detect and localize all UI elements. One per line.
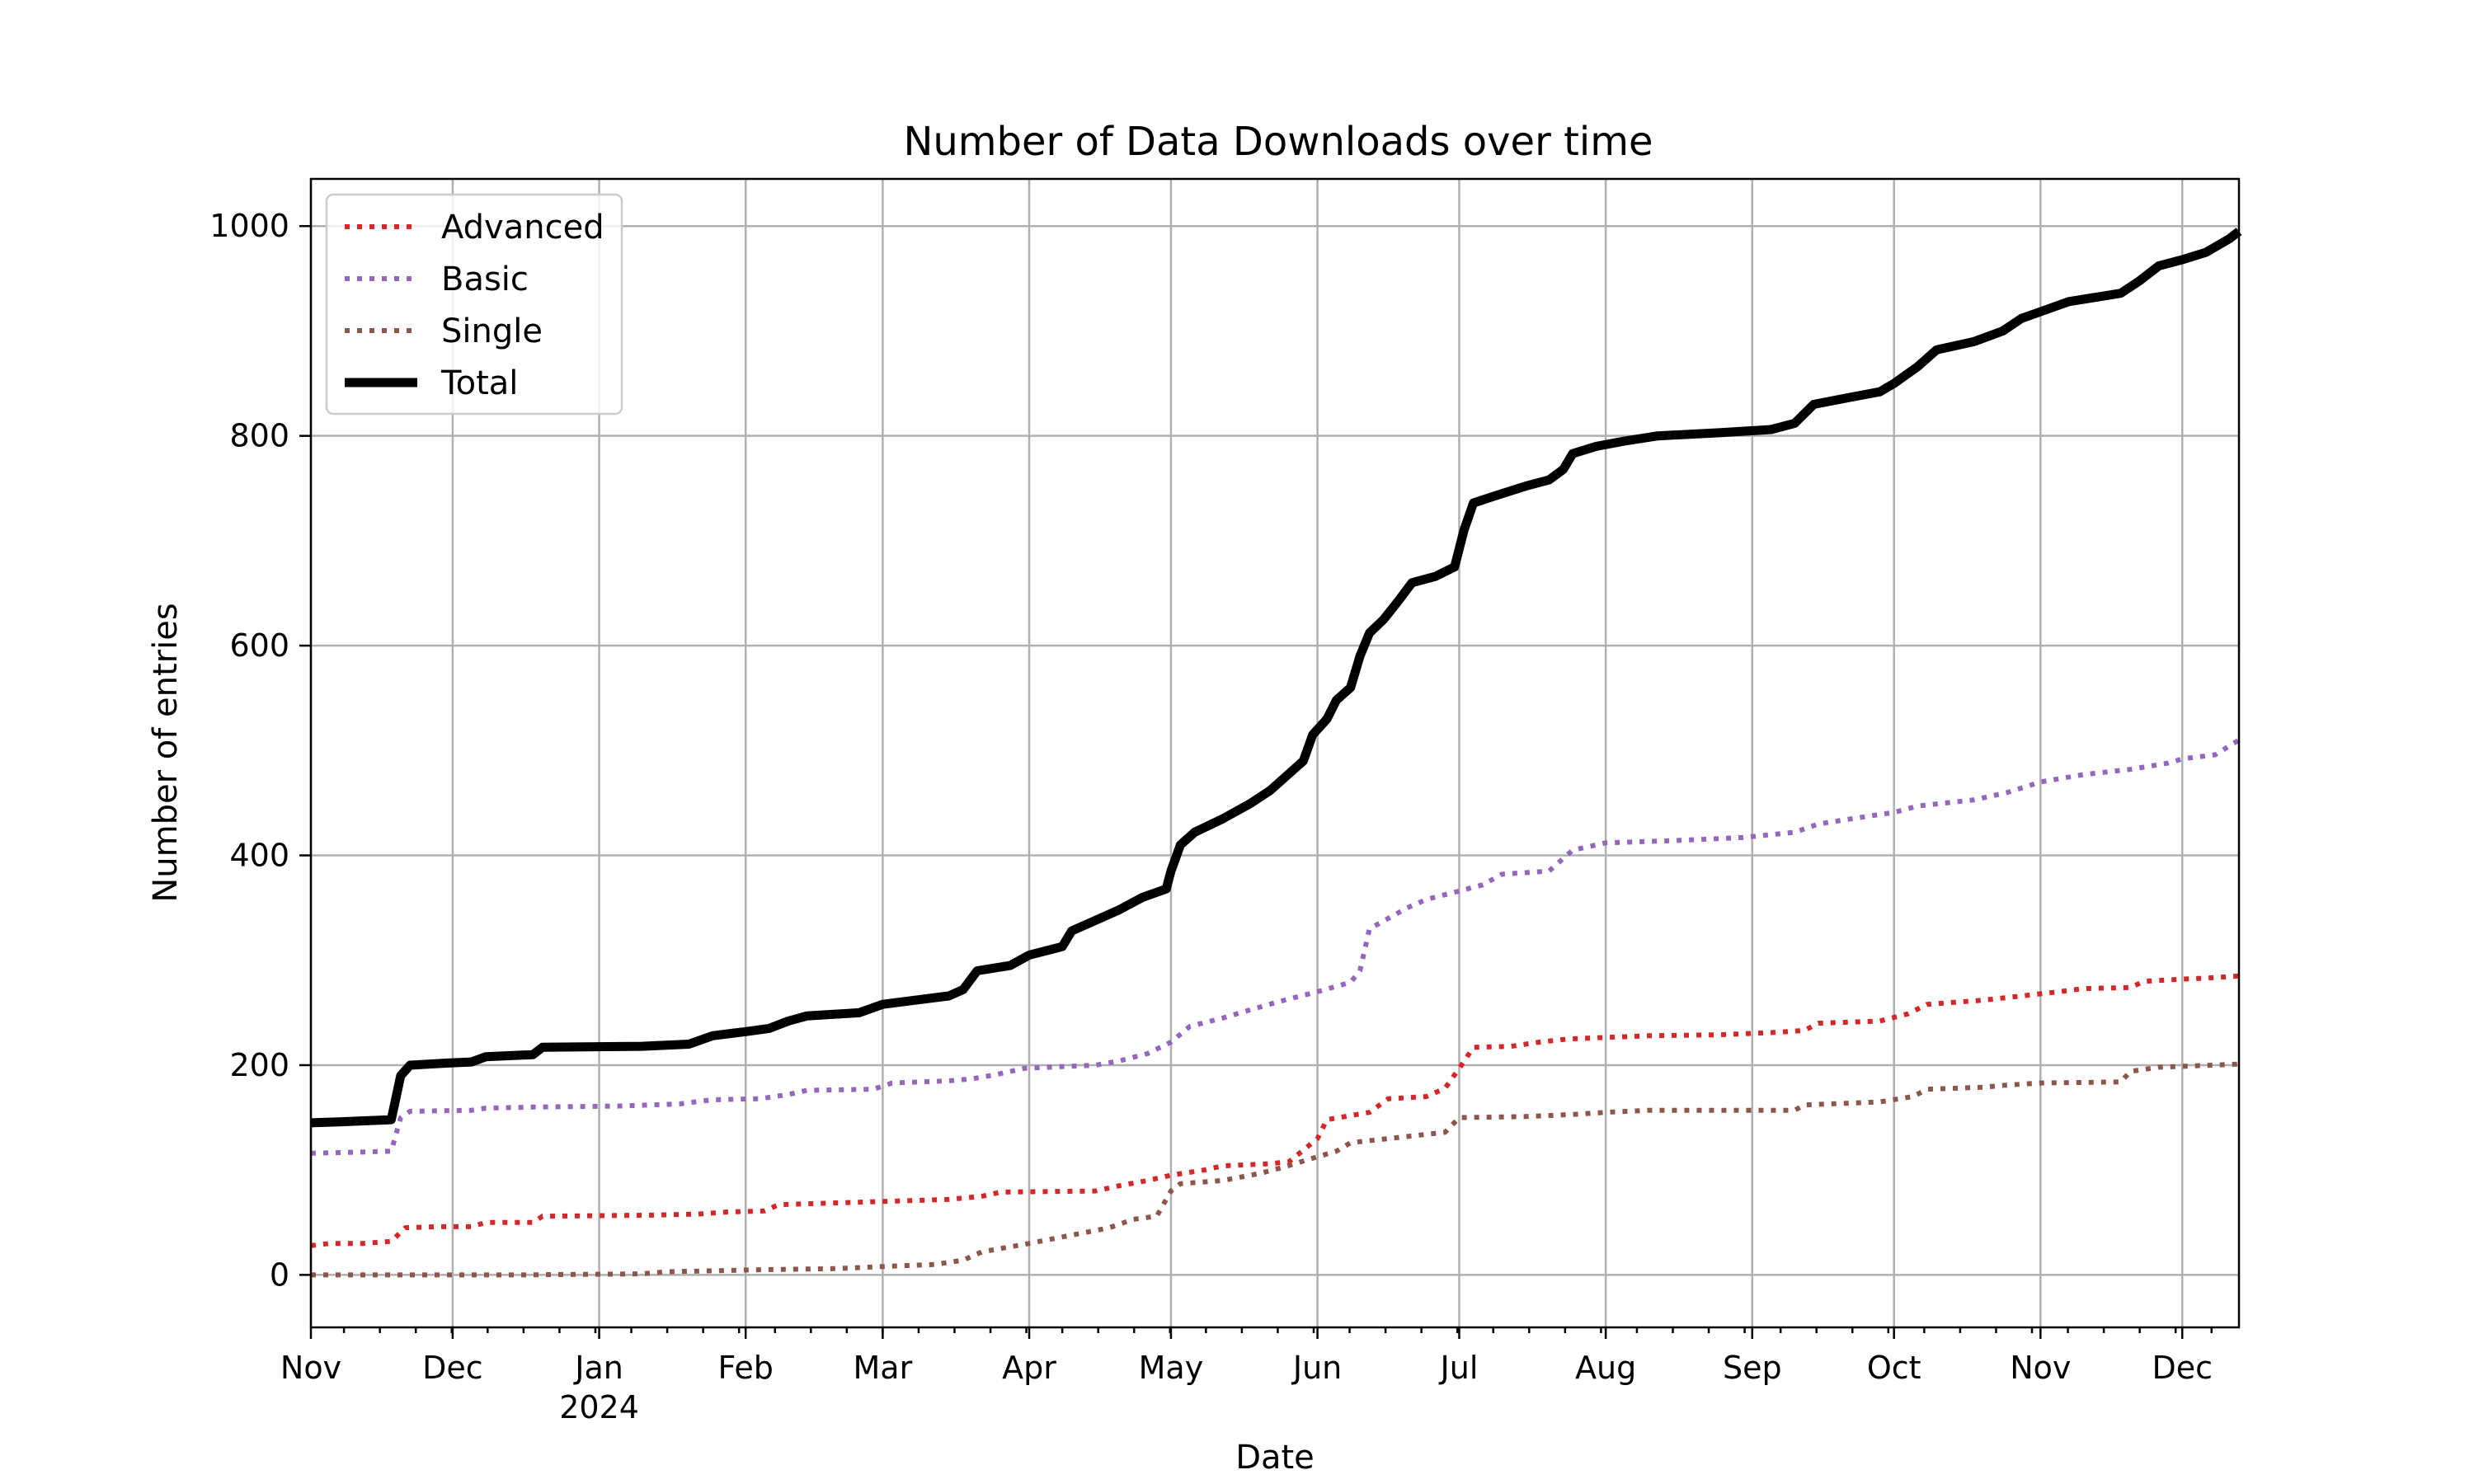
x-tick-label: Jun (1291, 1350, 1342, 1386)
x-tick-label: Feb (718, 1350, 774, 1386)
series-line-single (311, 1061, 2240, 1278)
series-layer (310, 228, 2242, 1278)
x-axis-label: Date (1235, 1439, 1315, 1477)
x-tick-sublabel: 2024 (559, 1389, 639, 1425)
legend-box (325, 193, 623, 416)
x-tick-label: Oct (1867, 1350, 1921, 1386)
y-tick-label: 1000 (209, 208, 289, 244)
x-tick-label: Jan (573, 1350, 623, 1386)
legend-label-basic: Basic (441, 261, 529, 298)
legend: Advanced Basic Single Total (325, 193, 623, 416)
x-tick-label: Nov (280, 1350, 341, 1386)
legend-label-single: Single (441, 312, 543, 350)
x-tick-label: Mar (854, 1350, 913, 1386)
y-tick-label: 600 (229, 627, 289, 664)
x-tick-label: Apr (1002, 1350, 1056, 1386)
x-tick-label: Jul (1439, 1350, 1479, 1386)
series-line-basic (310, 738, 2241, 1156)
x-tick-label: Aug (1575, 1350, 1636, 1386)
legend-label-total: Total (440, 364, 518, 402)
x-tick-label: Dec (422, 1350, 483, 1386)
y-axis-label: Number of entries (147, 603, 185, 902)
x-tick-label: Dec (2152, 1350, 2213, 1386)
y-tick-label: 0 (270, 1256, 289, 1293)
y-tick-label: 200 (229, 1047, 289, 1083)
x-tick-label: May (1139, 1350, 1204, 1386)
series-line-total (310, 228, 2242, 1128)
plot-frame (309, 177, 2241, 1329)
legend-label-advanced: Advanced (441, 209, 604, 247)
y-tick-label: 800 (229, 418, 289, 454)
x-tick-label: Sep (1723, 1350, 1782, 1386)
x-tick-label: Nov (2010, 1350, 2071, 1386)
chart-title: Number of Data Downloads over time (903, 119, 1653, 165)
y-tick-label: 400 (229, 838, 289, 874)
series-line-advanced (310, 973, 2240, 1248)
